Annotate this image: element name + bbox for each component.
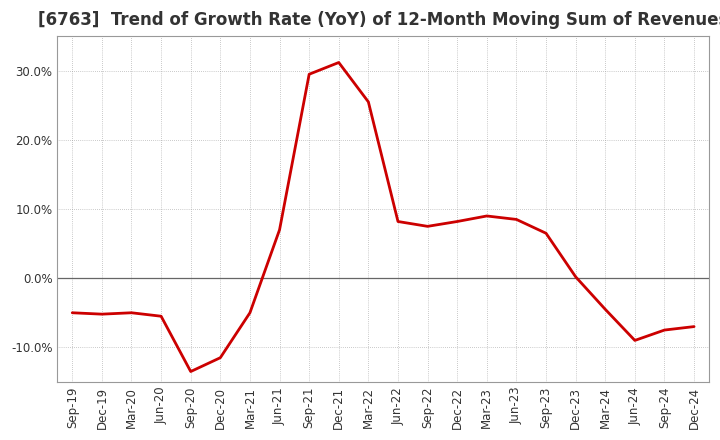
Title: [6763]  Trend of Growth Rate (YoY) of 12-Month Moving Sum of Revenues: [6763] Trend of Growth Rate (YoY) of 12-… xyxy=(38,11,720,29)
